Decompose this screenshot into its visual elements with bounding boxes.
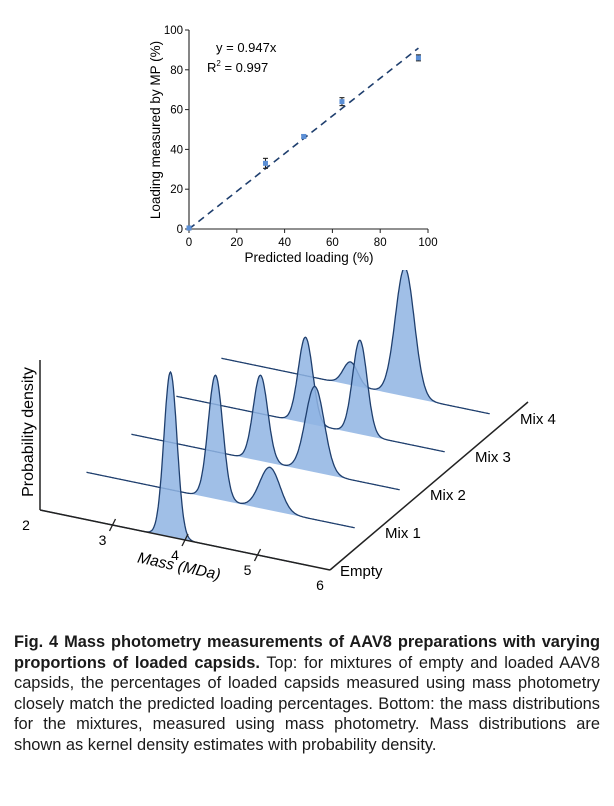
fit-equation: y = 0.947x <box>216 40 277 55</box>
series-label: Mix 4 <box>520 411 556 428</box>
density-area-mix-1 <box>86 375 355 528</box>
series-label: Mix 2 <box>430 487 466 504</box>
data-point <box>339 99 345 105</box>
data-point <box>415 55 421 61</box>
y-tick-label: 80 <box>170 65 183 77</box>
mass-distribution-waterfall-chart: 2 3 4 5 6 Empty Mix 1 Mix 2 Mix 3 Mix 4 Mass (MD… <box>20 270 556 590</box>
mass-tick-label: 6 <box>316 577 324 590</box>
data-point <box>186 225 192 231</box>
data-point <box>301 133 307 139</box>
y-tick-label: 20 <box>170 184 183 196</box>
x-tick-label: 40 <box>278 237 291 249</box>
r-squared-label: R2 = 0.997 <box>207 59 268 75</box>
loading-scatter-chart: 0 20 40 60 80 100 0 20 40 60 80 100 y = 0.947x R2 … <box>148 25 438 265</box>
y-axis-label: Loading measured by MP (%) <box>148 41 163 219</box>
mass-tick-label: 2 <box>22 517 30 533</box>
y-tick-label: 40 <box>170 144 183 156</box>
mass-tick-label: 4 <box>171 547 179 563</box>
mass-tick-label: 3 <box>99 532 107 548</box>
x-tick-label: 20 <box>230 237 243 249</box>
x-tick-label: 80 <box>374 237 387 249</box>
mass-tick-mark <box>181 533 189 547</box>
density-curve-mix-1 <box>86 374 355 529</box>
mass-axis-label: Mass (MDa) <box>136 550 222 584</box>
series-label: Mix 1 <box>385 525 421 542</box>
x-tick-label: 60 <box>326 237 339 249</box>
x-tick-label: 0 <box>186 237 192 249</box>
series-label: Empty <box>340 563 383 580</box>
density-area-empty <box>41 372 310 566</box>
mass-tick-label: 5 <box>244 562 252 578</box>
y-tick-label: 100 <box>164 25 183 37</box>
caption-title: Fig. 4 Mass photometry measurements of A… <box>14 633 600 672</box>
x-tick-label: 100 <box>418 237 437 249</box>
density-area-mix-2 <box>131 375 400 490</box>
x-axis-label: Predicted loading (%) <box>244 250 373 265</box>
depth-axis-line <box>329 401 529 571</box>
y-tick-label: 60 <box>170 105 183 117</box>
mass-tick-mark <box>108 518 117 532</box>
mass-tick-mark <box>253 548 262 562</box>
y-tick-label: 0 <box>177 224 183 236</box>
density-axis-label: Probability density <box>20 367 37 497</box>
figure-caption: Fig. 4 Mass photometry measurements of A… <box>14 632 600 755</box>
caption-body: Top: for mixtures of empty and loaded AA… <box>14 653 600 754</box>
series-label: Mix 3 <box>475 449 511 466</box>
data-point <box>262 160 268 166</box>
